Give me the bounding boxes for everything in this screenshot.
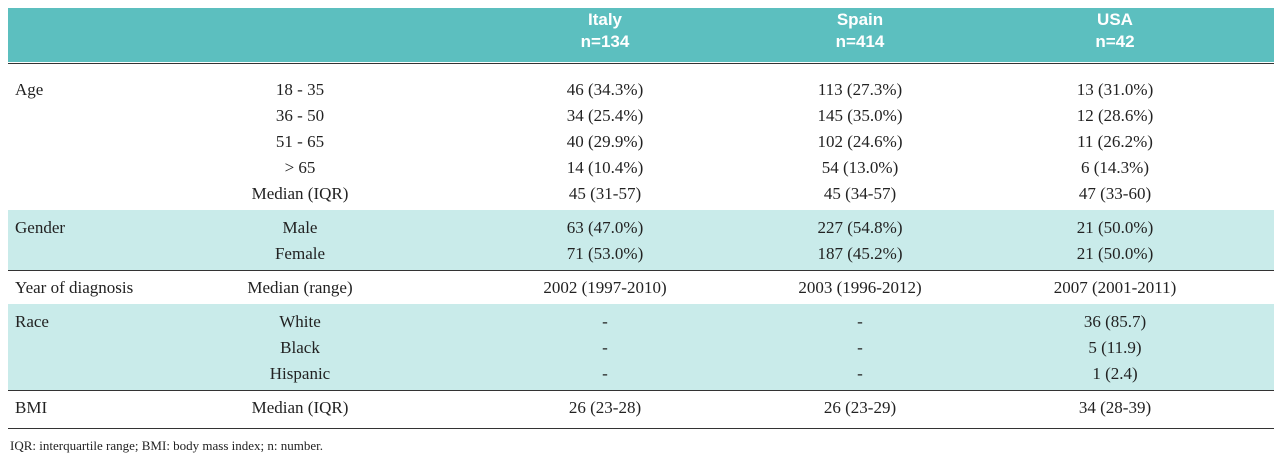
cell-value: -	[857, 364, 863, 383]
row-label: 18 - 35	[275, 80, 325, 99]
group-rule	[8, 390, 1274, 391]
cell-value: -	[857, 312, 863, 331]
row-label: Female	[274, 244, 326, 263]
row-label: 51 - 65	[275, 132, 325, 151]
cell-value: 2003 (1996-2012)	[798, 278, 922, 297]
row-label: Median (IQR)	[251, 184, 349, 203]
row-label: 36 - 50	[275, 106, 325, 125]
cell-value: 47 (33-60)	[1078, 184, 1152, 203]
bottom-rule	[8, 428, 1274, 429]
cell-value: 13 (31.0%)	[1076, 80, 1154, 99]
cell-value: -	[602, 338, 608, 357]
row-label: Black	[280, 338, 320, 357]
cell-value: 12 (28.6%)	[1076, 106, 1154, 125]
row-label: Hispanic	[269, 364, 331, 383]
cell-value: 34 (25.4%)	[566, 106, 644, 125]
group-label: BMI	[15, 398, 48, 417]
cell-value: 63 (47.0%)	[566, 218, 644, 237]
column-n: n=414	[835, 32, 885, 51]
cell-value: 14 (10.4%)	[566, 158, 644, 177]
cell-value: 145 (35.0%)	[817, 106, 903, 125]
cell-value: 45 (34-57)	[823, 184, 897, 203]
cell-value: 21 (50.0%)	[1076, 218, 1154, 237]
cell-value: 40 (29.9%)	[566, 132, 644, 151]
group-rule	[8, 270, 1274, 271]
row-label: White	[279, 312, 321, 331]
cell-value: -	[602, 364, 608, 383]
column-name: Spain	[836, 10, 884, 29]
cell-value: 102 (24.6%)	[817, 132, 903, 151]
group-label: Year of diagnosis	[15, 278, 134, 297]
cell-value: 36 (85.7)	[1083, 312, 1147, 331]
cell-value: 26 (23-29)	[823, 398, 897, 417]
cell-value: 5 (11.9)	[1088, 338, 1142, 357]
footnote: IQR: interquartile range; BMI: body mass…	[10, 438, 324, 453]
row-label: > 65	[284, 158, 316, 177]
cell-value: 71 (53.0%)	[566, 244, 644, 263]
row-label: Median (IQR)	[251, 398, 349, 417]
cell-value: 11 (26.2%)	[1077, 132, 1153, 151]
row-label: Median (range)	[247, 278, 353, 297]
cell-value: 227 (54.8%)	[817, 218, 903, 237]
cell-value: 54 (13.0%)	[821, 158, 899, 177]
column-name: USA	[1097, 10, 1133, 29]
header-band	[8, 8, 1274, 62]
cell-value: 1 (2.4)	[1092, 364, 1138, 383]
cell-value: 187 (45.2%)	[817, 244, 903, 263]
group-label: Gender	[15, 218, 66, 237]
cell-value: 2007 (2001-2011)	[1053, 278, 1177, 297]
cell-value: 2002 (1997-2010)	[543, 278, 667, 297]
group-band	[8, 304, 1274, 390]
cell-value: 6 (14.3%)	[1081, 158, 1149, 177]
cell-value: 113 (27.3%)	[817, 80, 903, 99]
cell-value: -	[857, 338, 863, 357]
column-name: Italy	[587, 10, 623, 29]
group-band	[8, 210, 1274, 270]
cell-value: 34 (28-39)	[1078, 398, 1152, 417]
column-n: n=134	[580, 32, 630, 51]
group-label: Age	[15, 80, 44, 99]
cell-value: 26 (23-28)	[568, 398, 642, 417]
group-label: Race	[15, 312, 49, 331]
cell-value: 46 (34.3%)	[566, 80, 644, 99]
header-rule	[8, 63, 1274, 64]
cell-value: -	[602, 312, 608, 331]
cell-value: 21 (50.0%)	[1076, 244, 1154, 263]
column-n: n=42	[1095, 32, 1135, 51]
row-label: Male	[282, 218, 318, 237]
cell-value: 45 (31-57)	[568, 184, 642, 203]
